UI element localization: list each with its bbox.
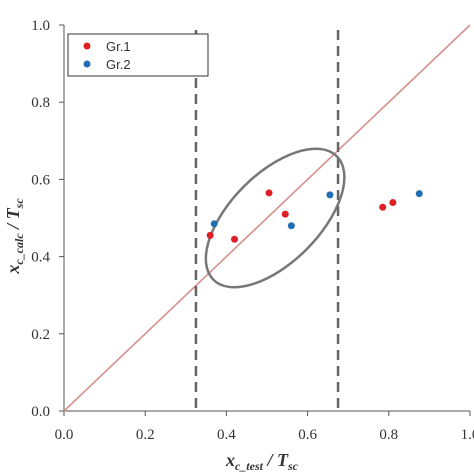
y-tick-label: 0.2 bbox=[31, 327, 50, 343]
x-tick-label: 0.0 bbox=[55, 427, 74, 443]
data-point-gr-1 bbox=[379, 203, 387, 211]
y-axis-title: xc_calc / Tsc bbox=[3, 198, 26, 275]
legend-label: Gr.2 bbox=[106, 57, 131, 72]
plot-area: 0.0 0.2 0.4 0.6 0.8 1.0 0.0 0.2 0.4 0.6 0.8 1.0 bbox=[31, 18, 474, 443]
legend-box bbox=[67, 33, 209, 77]
legend-label: Gr.1 bbox=[106, 39, 131, 54]
y-tick-label: 0.4 bbox=[31, 250, 50, 266]
x-axis-title: xc_test / Tsc bbox=[225, 450, 299, 473]
x-tick-label: 0.6 bbox=[298, 427, 317, 443]
legend: Gr.1 Gr.2 bbox=[67, 33, 209, 77]
y-tick-label: 0.0 bbox=[31, 404, 50, 420]
data-point-gr-1 bbox=[389, 199, 397, 207]
x-tick-label: 0.2 bbox=[136, 427, 155, 443]
reference-line bbox=[63, 24, 471, 412]
y-tick-label: 1.0 bbox=[31, 18, 50, 34]
data-point-gr-2 bbox=[326, 191, 334, 199]
x-tick-label: 1.0 bbox=[461, 427, 474, 443]
data-point-gr-1 bbox=[206, 231, 214, 239]
data-point-gr-2 bbox=[415, 190, 423, 198]
highlight-ellipse bbox=[204, 147, 346, 289]
data-point-gr-1 bbox=[265, 189, 273, 197]
x-tick-label: 0.8 bbox=[379, 427, 398, 443]
legend-marker bbox=[83, 60, 91, 68]
data-point-gr-1 bbox=[231, 235, 239, 243]
data-point-gr-2 bbox=[210, 220, 218, 228]
data-point-gr-1 bbox=[281, 210, 289, 218]
x-tick-label: 0.4 bbox=[217, 427, 236, 443]
legend-marker bbox=[83, 42, 91, 50]
data-point-gr-2 bbox=[287, 222, 295, 230]
y-tick-label: 0.6 bbox=[31, 172, 50, 188]
y-tick-label: 0.8 bbox=[31, 95, 50, 111]
